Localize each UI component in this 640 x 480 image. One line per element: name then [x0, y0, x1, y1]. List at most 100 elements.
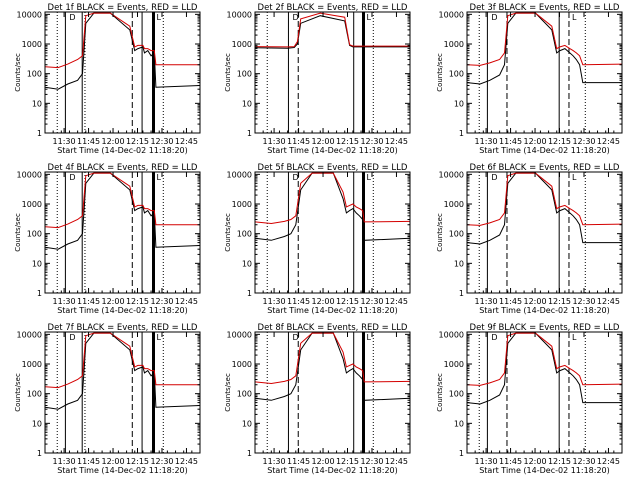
y-axis-label: Counts/sec	[436, 53, 444, 92]
marker-label-l: L	[572, 333, 577, 342]
marker-label-d: D	[292, 173, 298, 182]
y-tick-label: 1	[459, 129, 464, 138]
marker-label-l: L	[367, 13, 372, 22]
y-tick-label: 10000	[227, 10, 252, 19]
x-tick-label: 12:30	[572, 297, 595, 306]
y-tick-label: 10	[454, 419, 464, 428]
series-lld	[45, 172, 200, 229]
y-tick-label: 10	[454, 99, 464, 108]
series-lld	[467, 332, 622, 386]
x-tick-label: 11:45	[499, 457, 522, 466]
marker-label-l: L	[157, 13, 162, 22]
panel-title: Det 5f BLACK = Events, RED = LLD	[258, 163, 408, 173]
x-axis-label: Start Time (14-Dec-02 11:18:20)	[57, 466, 188, 475]
marker-label-l: L	[367, 173, 372, 182]
panel-title: Det 2f BLACK = Events, RED = LLD	[258, 3, 408, 13]
y-axis-label: Counts/sec	[224, 373, 232, 412]
x-tick-label: 11:45	[287, 137, 310, 146]
y-tick-label: 10000	[439, 10, 464, 19]
y-tick-label: 1000	[22, 40, 42, 49]
panel-6: 1 10 100 1000 10000 11:30 11:45 12:00 12:15 12:30…	[436, 163, 623, 315]
y-tick-label: 10	[32, 99, 42, 108]
y-axis-label: Counts/sec	[224, 53, 232, 92]
y-tick-label: 10000	[439, 330, 464, 339]
series-lld	[45, 12, 200, 69]
panel-title: Det 7f BLACK = Events, RED = LLD	[48, 323, 198, 333]
x-tick-label: 12:30	[150, 137, 173, 146]
panel-9: 1 10 100 1000 10000 11:30 11:45 12:00 12:15 12:30…	[436, 323, 623, 475]
series-events	[255, 332, 410, 401]
y-axis-label: Counts/sec	[224, 213, 232, 252]
marker-label-d: D	[69, 173, 75, 182]
x-tick-label: 12:45	[597, 137, 620, 146]
plot-frame	[466, 331, 623, 454]
x-axis-label: Start Time (14-Dec-02 11:18:20)	[57, 146, 188, 155]
x-tick-label: 11:45	[77, 457, 100, 466]
plot-frame	[466, 171, 623, 294]
marker-label-l: L	[157, 173, 162, 182]
marker-label-d: D	[292, 333, 298, 342]
series-lld	[255, 172, 410, 225]
panel-title: Det 3f BLACK = Events, RED = LLD	[470, 3, 620, 13]
x-tick-label: 12:00	[524, 297, 547, 306]
x-tick-label: 12:15	[548, 137, 571, 146]
x-tick-label: 12:15	[336, 457, 359, 466]
y-tick-label: 10000	[17, 170, 42, 179]
x-axis-label: Start Time (14-Dec-02 11:18:20)	[267, 146, 398, 155]
marker-label-d: D	[491, 333, 497, 342]
y-tick-label: 100	[449, 390, 464, 399]
x-tick-label: 11:30	[53, 297, 76, 306]
x-tick-label: 12:15	[126, 137, 149, 146]
marker-label-d: D	[69, 13, 75, 22]
y-tick-label: 10	[454, 259, 464, 268]
y-tick-label: 1000	[232, 40, 252, 49]
marker-label-d: D	[69, 333, 75, 342]
x-tick-label: 12:45	[597, 297, 620, 306]
x-tick-label: 11:30	[53, 137, 76, 146]
x-tick-label: 12:30	[572, 457, 595, 466]
panel-7: 1 10 100 1000 10000 11:30 11:45 12:00 12:15 12:30…	[14, 323, 201, 475]
plot-frame	[466, 11, 623, 134]
x-tick-label: 11:45	[77, 297, 100, 306]
x-tick-label: 12:45	[385, 457, 408, 466]
x-tick-label: 12:30	[572, 137, 595, 146]
panel-title: Det 6f BLACK = Events, RED = LLD	[470, 163, 620, 173]
x-tick-label: 12:30	[360, 137, 383, 146]
y-tick-label: 1	[37, 289, 42, 298]
plot-frame	[44, 11, 201, 134]
x-tick-label: 12:45	[385, 297, 408, 306]
marker-label-l: L	[367, 333, 372, 342]
x-tick-label: 12:45	[597, 457, 620, 466]
y-axis-label: Counts/sec	[436, 373, 444, 412]
y-tick-label: 10	[242, 259, 252, 268]
y-tick-label: 100	[27, 230, 42, 239]
series-lld	[255, 12, 410, 48]
series-events	[255, 15, 410, 49]
y-tick-label: 100	[449, 70, 464, 79]
panel-1: 1 10 100 1000 10000 11:30 11:45 12:00 12:15 12:30…	[14, 3, 201, 155]
series-events	[45, 12, 200, 90]
marker-label-l: L	[572, 13, 577, 22]
x-tick-label: 11:45	[287, 457, 310, 466]
panel-4: 1 10 100 1000 10000 11:30 11:45 12:00 12:15 12:30…	[14, 163, 201, 315]
x-tick-label: 11:45	[287, 297, 310, 306]
x-tick-label: 12:00	[102, 457, 125, 466]
x-tick-label: 12:30	[360, 297, 383, 306]
series-lld	[45, 332, 200, 389]
y-axis-label: Counts/sec	[14, 53, 22, 92]
x-axis-label: Start Time (14-Dec-02 11:18:20)	[57, 306, 188, 315]
y-tick-label: 1000	[444, 200, 464, 209]
series-lld	[255, 332, 410, 385]
x-tick-label: 11:45	[77, 137, 100, 146]
y-tick-label: 1	[37, 129, 42, 138]
y-tick-label: 1000	[232, 360, 252, 369]
y-axis-label: Counts/sec	[14, 373, 22, 412]
x-tick-label: 12:45	[175, 297, 198, 306]
series-events	[467, 12, 622, 85]
y-tick-label: 1000	[444, 40, 464, 49]
y-tick-label: 10	[242, 99, 252, 108]
x-tick-label: 12:15	[548, 457, 571, 466]
plot-frame	[254, 171, 411, 294]
panel-2: 1 10 100 1000 10000 11:30 11:45 12:00 12:15 12:30…	[224, 3, 411, 155]
x-tick-label: 12:00	[312, 457, 335, 466]
